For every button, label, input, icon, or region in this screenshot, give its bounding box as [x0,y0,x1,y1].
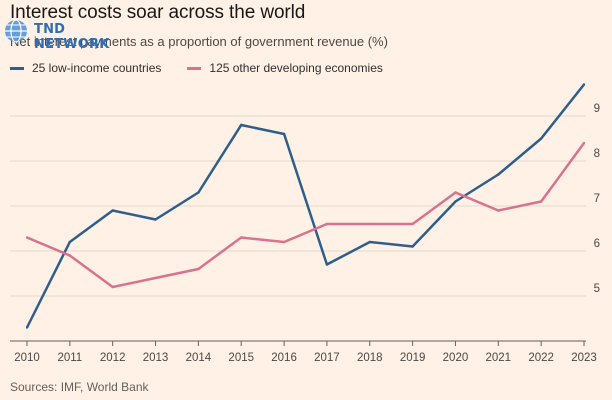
x-tick-label: 2018 [357,352,383,364]
data-point-1-2022 [539,200,543,203]
data-point-0-2011 [68,240,72,244]
chart-title: Interest costs soar across the world [10,2,306,23]
data-point-1-2014 [197,267,200,271]
x-tick-label: 2012 [100,352,126,364]
y-tick-label: 8 [594,148,600,160]
series-line-0 [25,83,585,329]
series-line-1 [26,142,586,289]
data-point-1-2012 [111,285,114,289]
x-tick-label: 2015 [228,352,254,364]
y-axis: 5 6 7 8 9 [594,103,600,295]
series-lines [25,83,586,329]
x-tick-label: 2011 [57,352,82,364]
data-point-1-2010 [25,236,29,239]
x-axis: 2010 2011 2012 2013 2014 2015 2016 2017 2018 2019… [10,340,597,364]
legend-swatch-developing [187,66,202,70]
data-point-0-2010 [25,326,29,329]
data-point-0-2019 [411,245,414,248]
y-tick-label: 5 [594,283,600,295]
x-tick-label: 2017 [314,352,340,364]
data-point-1-2021 [497,209,500,212]
grid-lines [10,115,586,297]
watermark-text: TND NETWORK [34,22,110,52]
x-tick-label: 2010 [14,352,40,364]
chart-source: Sources: IMF, World Bank [10,380,149,394]
data-point-1-2017 [325,222,329,226]
data-point-1-2011 [68,254,72,257]
data-point-0-2016 [282,132,286,136]
data-point-1-2020 [454,191,457,194]
data-point-0-2017 [325,263,329,266]
legend-label-developing: 125 other developing economies [209,61,383,75]
data-point-0-2015 [240,123,243,127]
x-tick-label: 2022 [528,352,554,364]
x-tick-label: 2016 [271,352,297,364]
x-tick-label: 2013 [143,352,169,364]
x-tick-label: 2014 [186,352,212,364]
data-point-0-2021 [497,173,500,176]
data-point-0-2013 [154,218,157,221]
data-point-0-2020 [454,200,457,203]
x-tick-label: 2023 [571,352,597,364]
x-tick-label: 2019 [400,352,426,364]
data-point-1-2019 [411,222,414,226]
legend-swatch-low-income [10,66,24,70]
data-point-0-2012 [111,209,114,212]
data-point-0-2018 [368,240,371,244]
data-point-0-2022 [539,137,543,140]
data-point-0-2014 [197,191,200,194]
data-point-1-2018 [368,222,371,226]
x-tick-label: 2020 [443,352,469,364]
x-tick-label: 2021 [486,352,512,364]
legend-item-low-income: 25 low-income countries [10,61,161,75]
watermark-logo: TND NETWORK [2,18,120,52]
legend-item-developing: 125 other developing economies [187,61,383,75]
chart-legend: 25 low-income countries 125 other develo… [10,61,383,75]
chart-subtitle: Net interest payments as a proportion of… [10,34,388,49]
y-tick-label: 7 [594,193,600,205]
data-point-1-2013 [154,276,157,280]
globe-icon [5,19,27,43]
data-point-0-2023 [582,83,586,86]
data-point-1-2015 [240,236,243,239]
legend-label-low-income: 25 low-income countries [32,61,162,75]
data-point-1-2023 [582,141,586,145]
y-tick-label: 6 [594,238,600,250]
data-point-1-2016 [282,240,286,244]
y-tick-label: 9 [594,103,600,115]
